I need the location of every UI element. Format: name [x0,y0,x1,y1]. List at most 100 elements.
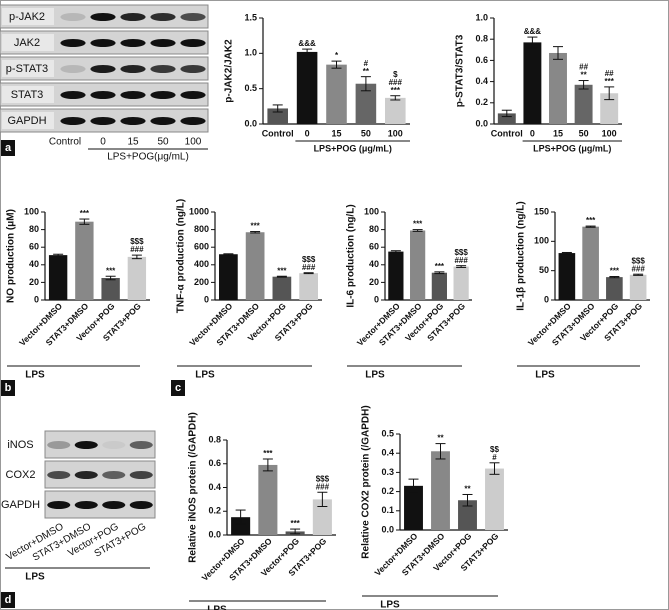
x-axis-label: LPS [535,370,555,381]
x-tick-label: 100 [602,128,617,138]
y-tick-label: 40 [369,259,379,269]
bar [458,500,477,530]
panel-letter-box [171,380,185,396]
x-tick-label: 0 [530,128,535,138]
y-axis-label: Relative iNOS protein (/GAPDH) [188,412,199,563]
y-tick-label: 20 [369,277,379,287]
x-tick-label: 50 [579,128,589,138]
y-tick-label: 0.5 [381,428,394,438]
y-tick-label: 0.6 [475,55,488,65]
blot-band [47,471,71,479]
bar [219,254,238,300]
significance-mark: &&& [298,39,316,48]
significance-mark: ### [302,263,316,272]
blot-band [120,65,146,73]
x-axis-label: LPS [380,600,400,610]
y-axis-label: IL-6 production (ng/L) [346,204,357,307]
y-tick-label: 0.2 [381,486,394,496]
blot-band [102,471,126,479]
y-tick-label: 0.5 [244,83,257,93]
significance-mark: *** [413,220,423,229]
y-axis-label: p-STAT3/STAT3 [455,34,466,107]
panel-letter-box [1,380,15,396]
blot-band [150,13,176,21]
blot-row-label: GAPDH [1,499,40,511]
bar [272,276,292,300]
y-tick-label: 0.2 [475,97,488,107]
blot-row-label: JAK2 [14,37,40,49]
panel-letter: b [5,382,12,394]
y-tick-label: 150 [534,206,549,216]
bar [48,255,68,300]
bar [629,274,647,300]
y-tick-label: 0 [34,294,39,304]
blot-group-label: LPS+POG(μg/mL) [107,152,189,163]
y-tick-label: 100 [364,206,379,216]
bar [385,97,406,124]
blot-band [102,501,126,509]
significance-mark: $$$ [130,237,144,246]
y-tick-label: 0 [374,294,379,304]
bar [127,256,147,300]
significance-mark: ** [580,71,587,80]
blot-band [180,117,206,125]
blot-row-label: GAPDH [7,115,46,127]
y-tick-label: 40 [29,259,39,269]
significance-mark: # [492,453,497,462]
significance-mark: *** [435,262,445,271]
bar [582,226,599,300]
blot-band [60,117,86,125]
bar [497,113,516,124]
y-tick-label: 0.4 [475,76,488,86]
blot-band [60,65,86,73]
bar [558,253,576,300]
blot-label-box [2,8,54,25]
y-tick-label: 100 [24,206,39,216]
blot-lane-label: 100 [185,137,202,148]
blot-label-box [2,34,54,51]
blot-band [90,91,116,99]
significance-mark: ### [316,482,330,491]
bar [453,266,469,300]
y-tick-label: 0.4 [208,482,221,492]
y-axis-label: p-JAK2/JAK2 [224,39,235,103]
blot-band [90,39,116,47]
bar [549,52,567,125]
significance-mark: *** [80,209,90,218]
y-tick-label: 600 [194,242,209,252]
y-tick-label: 0.0 [475,118,488,128]
blot-band [180,91,206,99]
bar [431,272,447,300]
x-tick-label: 15 [331,128,341,138]
y-tick-label: 0.1 [381,505,394,515]
significance-mark: ## [605,69,614,78]
y-tick-label: 0.3 [381,467,394,477]
y-axis-label: IL-1β production (ng/L) [516,201,527,310]
panel-letter: a [5,142,12,154]
blot-band [47,441,71,449]
y-tick-label: 0.0 [208,529,221,539]
significance-mark: ** [437,434,444,443]
blot-band [60,91,86,99]
y-tick-label: 1000 [189,206,209,216]
x-axis-label: LPS [365,370,385,381]
y-tick-label: 0.8 [475,34,488,44]
x-tick-label: Control [491,128,523,138]
y-tick-label: 50 [539,265,549,275]
y-tick-label: 1.0 [244,48,257,58]
x-axis-label: LPS+POG (μg/mL) [314,143,392,153]
bar [326,64,347,124]
x-tick-label: 15 [553,128,563,138]
blot-label-box [2,60,54,77]
x-axis-label: LPS [195,370,215,381]
x-tick-label: 50 [361,128,371,138]
blot-row-label: p-JAK2 [9,11,45,23]
y-tick-label: 0.0 [244,118,257,128]
blot-band [180,13,206,21]
blot-band [120,39,146,47]
bar [296,51,318,124]
significance-mark: $$$ [302,255,316,264]
y-tick-label: 200 [194,277,209,287]
blot-band [150,39,176,47]
